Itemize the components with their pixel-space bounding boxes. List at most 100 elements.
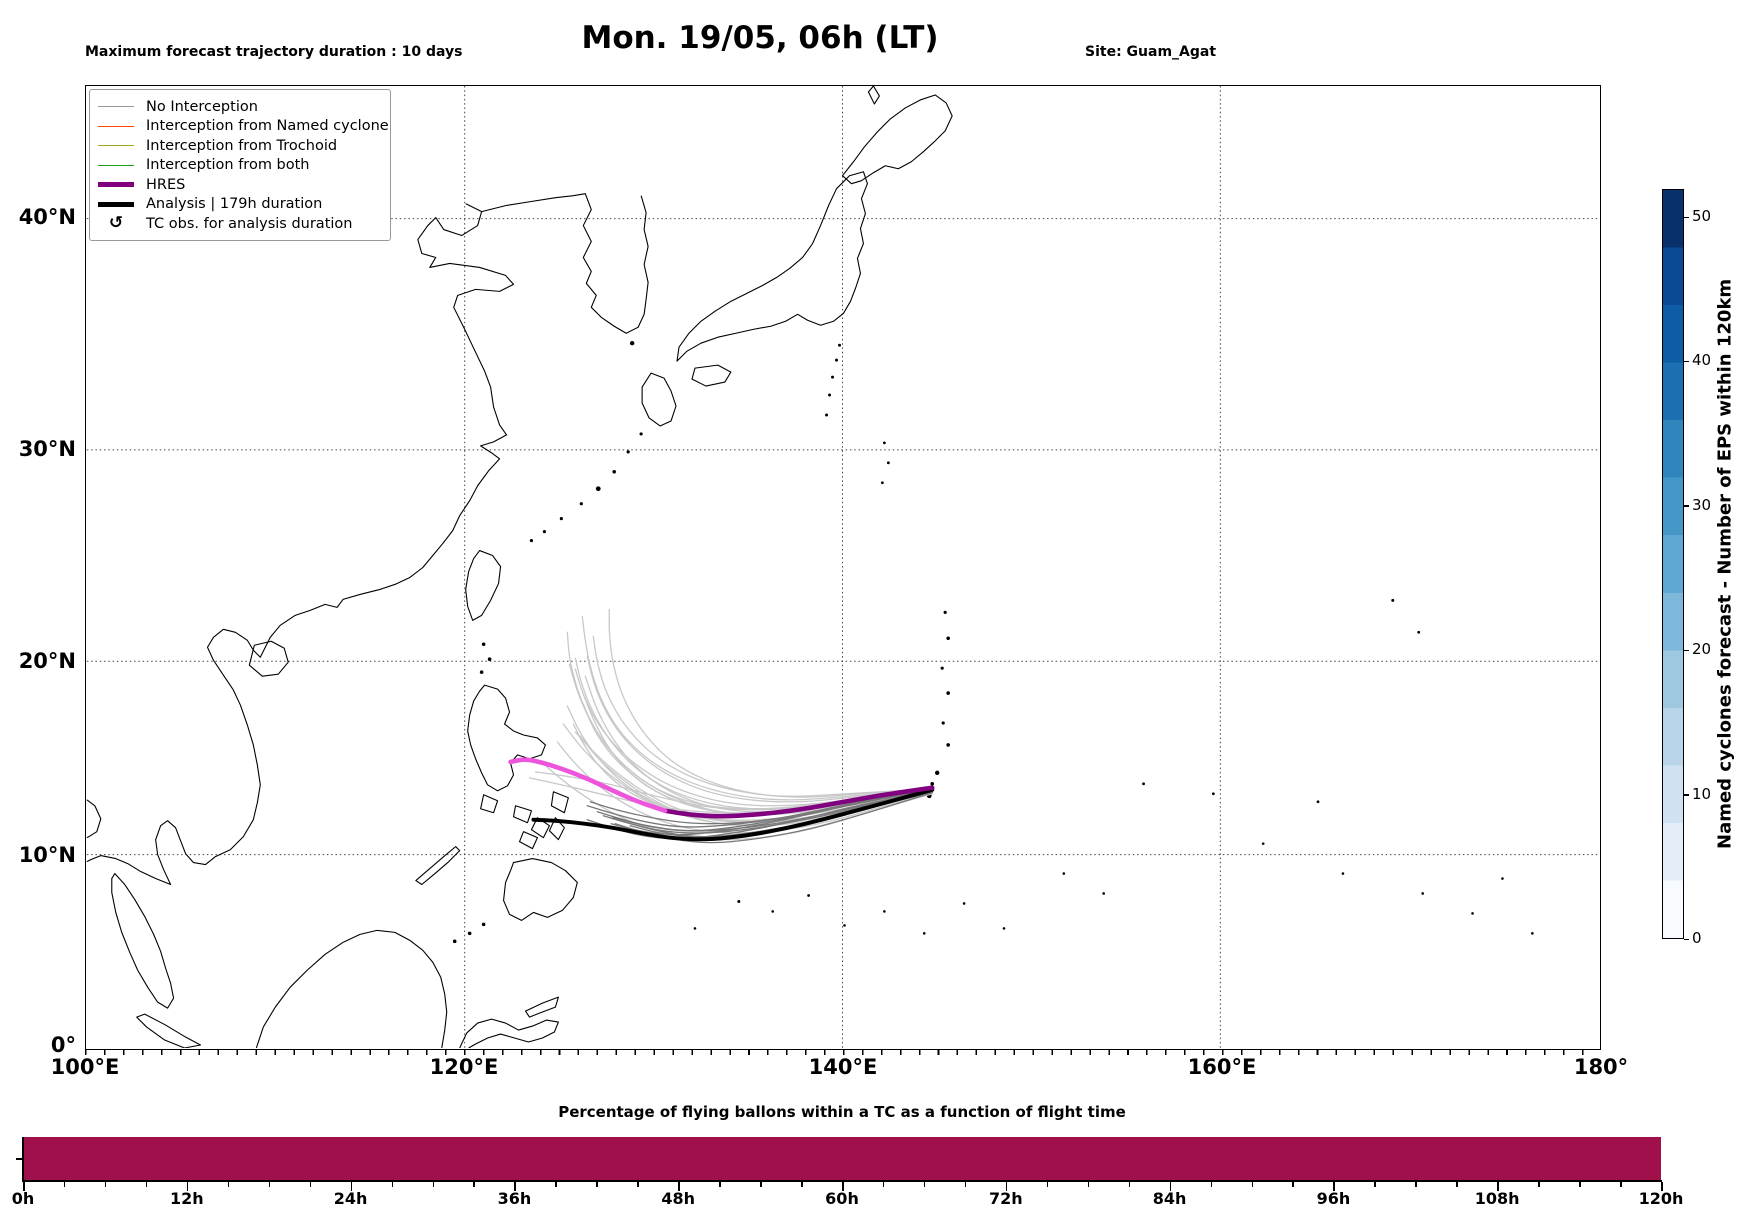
tc-percentage-bar (23, 1137, 1661, 1180)
bottom-minor-tick (964, 1182, 967, 1187)
map-legend: No Interception Interception from Named c… (89, 89, 391, 241)
bottom-minor-tick (1292, 1182, 1294, 1187)
bottom-minor-tick (63, 1182, 66, 1187)
colorbar-tickmark (1684, 938, 1689, 940)
bottom-minor-tick (882, 1182, 885, 1187)
bottom-minor-tick (473, 1182, 475, 1187)
x-tick-140°E: 140°E (808, 1055, 878, 1079)
coast-hokkaido (841, 94, 953, 185)
ensemble-member-no-interception (574, 668, 933, 807)
bottom-major-tick (1497, 1182, 1499, 1191)
bottom-minor-tick (1128, 1182, 1131, 1187)
ensemble-member-no-interception (608, 608, 933, 798)
small-islands (452, 341, 1534, 944)
coast-borneo (255, 929, 448, 1048)
page-title: Mon. 19/05, 06h (LT) (581, 20, 939, 56)
y-tick-0°: 0° (50, 1033, 76, 1057)
legend-item: No Interception (98, 97, 380, 117)
legend-line-sample (98, 182, 134, 188)
legend-item: Interception from both (98, 156, 380, 176)
coast-negros (530, 817, 550, 839)
legend-item: Analysis | 179h duration (98, 195, 380, 215)
bottom-major-tick (1005, 1182, 1008, 1191)
bottom-minor-tick (432, 1182, 434, 1187)
legend-item-label: HRES (146, 176, 186, 193)
bottom-minor-tick (1046, 1182, 1049, 1187)
y-tick-10°N: 10°N (18, 843, 76, 867)
legend-line-sample (98, 164, 134, 166)
coast-china-vietnam (86, 203, 515, 886)
hres-trajectory (662, 785, 935, 819)
bottom-chart-x-axis (22, 1180, 1662, 1182)
coast-samar (550, 791, 569, 814)
bottom-major-tick (842, 1182, 844, 1191)
bottom-tick-48h: 48h (661, 1189, 696, 1208)
bottom-minor-tick (1087, 1182, 1090, 1187)
colorbar-tick-40: 40 (1692, 351, 1712, 370)
colorbar-tick-50: 50 (1692, 207, 1712, 225)
bottom-minor-tick (1415, 1182, 1417, 1187)
legend-item-label: Analysis | 179h duration (146, 196, 323, 213)
bottom-tick-84h: 84h (1152, 1189, 1187, 1208)
coast-mindoro (480, 794, 499, 814)
bottom-minor-tick (801, 1182, 803, 1187)
tc-obs-icon: ↺ (108, 213, 124, 234)
bottom-minor-tick (268, 1182, 271, 1187)
bottom-minor-tick (1251, 1182, 1253, 1187)
bottom-minor-tick (227, 1182, 230, 1187)
site-text: Site: Guam_Agat (1085, 44, 1217, 60)
legend-line-sample (98, 125, 134, 127)
coast-mindanao (503, 858, 578, 921)
bottom-minor-tick (145, 1182, 148, 1187)
colorbar-tickmark (1684, 794, 1689, 796)
colorbar-tick-20: 20 (1692, 640, 1712, 659)
ensemble-member-dark (586, 789, 933, 828)
coast-honshu (676, 171, 868, 362)
bottom-chart-title: Percentage of flying ballons within a TC… (558, 1103, 1126, 1121)
legend-item-label: Interception from Named cyclone (146, 118, 389, 135)
coastlines (86, 86, 953, 1048)
bottom-minor-tick (555, 1182, 557, 1187)
coast-sakhalin (867, 86, 880, 105)
bottom-minor-tick (596, 1182, 598, 1187)
hres-trajectory-magenta (508, 757, 668, 814)
coast-palawan (415, 846, 461, 886)
legend-item-label: No Interception (146, 98, 258, 115)
colorbar-tick-30: 30 (1692, 495, 1712, 514)
bottom-minor-tick (719, 1182, 721, 1187)
ensemble-member-no-interception (586, 655, 933, 803)
bottom-tick-60h: 60h (825, 1189, 859, 1208)
legend-line-sample (98, 145, 134, 147)
colorbar-tickmark (1684, 649, 1689, 652)
coast-shikoku (691, 364, 732, 387)
coast-taiwan (465, 550, 502, 621)
x-tick-160°E: 160°E (1187, 1055, 1257, 1079)
colorbar-title: Named cyclones forecast - Number of EPS … (1714, 278, 1736, 850)
coast-luzon (467, 684, 546, 792)
colorbar-tickmark (1684, 505, 1689, 507)
coast-sulawesi-arm (524, 996, 559, 1018)
legend-item-label: TC obs. for analysis duration (146, 215, 353, 232)
colorbar-tickmark (1684, 216, 1689, 218)
legend-line-sample (98, 106, 134, 108)
coast-sumatra (136, 1013, 202, 1048)
legend-item: Interception from Trochoid (98, 136, 380, 156)
y-tick-40°N: 40°N (18, 205, 76, 229)
bottom-minor-tick (1620, 1182, 1622, 1187)
bottom-tick-36h: 36h (497, 1189, 532, 1208)
max-duration-text: Maximum forecast trajectory duration : 1… (85, 44, 463, 60)
x-tick-100°E: 100°E (50, 1055, 120, 1079)
bottom-major-tick (186, 1182, 189, 1191)
bottom-minor-tick (760, 1182, 762, 1187)
bottom-major-tick (23, 1182, 25, 1191)
bottom-minor-tick (1374, 1182, 1376, 1187)
bottom-minor-tick (391, 1182, 394, 1187)
coast-cebu (518, 831, 538, 850)
map-minor-ticks (85, 1050, 1601, 1055)
bottom-tick-12h: 12h (169, 1189, 204, 1208)
ensemble-member-no-interception (581, 615, 933, 801)
legend-item-label: Interception from both (146, 157, 310, 174)
legend-item: Interception from Named cyclone (98, 117, 389, 137)
bottom-major-tick (678, 1182, 680, 1191)
bottom-major-tick (514, 1182, 516, 1191)
